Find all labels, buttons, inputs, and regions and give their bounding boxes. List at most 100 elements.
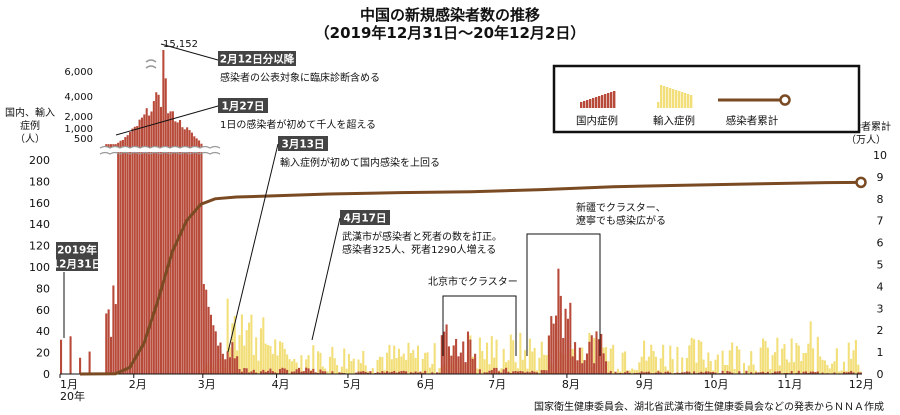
imported-bar bbox=[797, 345, 800, 374]
domestic-bar bbox=[555, 315, 558, 374]
inset-bar bbox=[138, 119, 141, 148]
domestic-bar bbox=[226, 351, 229, 374]
right-tick-label: 1 bbox=[877, 346, 884, 359]
domestic-bar bbox=[802, 371, 805, 374]
inset-tick-label: 2,000 bbox=[64, 112, 93, 123]
domestic-bar bbox=[512, 371, 515, 374]
annotation-text-xinjiang: 新疆でクラスター、 bbox=[576, 201, 666, 214]
domestic-bar bbox=[376, 372, 379, 374]
domestic-bar bbox=[845, 372, 848, 374]
right-tick-label: 4 bbox=[877, 280, 884, 293]
inset-bar bbox=[155, 92, 158, 148]
imported-bar bbox=[381, 357, 384, 374]
imported-bar bbox=[838, 371, 841, 374]
domestic-bar bbox=[447, 346, 450, 374]
domestic-bar bbox=[357, 371, 360, 374]
domestic-bar bbox=[290, 371, 293, 374]
imported-bar bbox=[248, 322, 251, 374]
imported-bar bbox=[709, 361, 712, 374]
imported-bar bbox=[831, 363, 834, 374]
legend-swatch-imported bbox=[684, 93, 687, 108]
imported-bar bbox=[821, 359, 824, 374]
legend-swatch-imported bbox=[675, 90, 678, 108]
left-tick-label: 140 bbox=[29, 218, 50, 231]
imported-bar bbox=[293, 358, 296, 374]
imported-bar bbox=[643, 340, 646, 374]
imported-bar bbox=[421, 359, 424, 374]
legend-swatch-imported bbox=[672, 89, 675, 108]
domestic-bar bbox=[412, 372, 415, 374]
imported-bar bbox=[816, 336, 819, 374]
right-axis-label: （万人） bbox=[846, 134, 886, 146]
imported-bar bbox=[352, 358, 355, 374]
imported-bar bbox=[274, 339, 277, 374]
imported-bar bbox=[250, 314, 253, 374]
domestic-bar bbox=[250, 371, 253, 374]
imported-bar bbox=[716, 354, 719, 374]
x-tick-label: 12月 bbox=[849, 378, 874, 391]
inset-bar bbox=[129, 131, 132, 148]
imported-bar bbox=[631, 368, 634, 374]
domestic-bar bbox=[409, 372, 412, 374]
imported-bar bbox=[785, 359, 788, 374]
domestic-bar bbox=[595, 331, 598, 374]
domestic-bar bbox=[402, 370, 405, 374]
domestic-bar bbox=[205, 289, 208, 374]
x-tick-label: 5月 bbox=[343, 378, 361, 391]
domestic-bar bbox=[121, 152, 124, 374]
legend-swatch-domestic bbox=[589, 99, 592, 108]
imported-bar bbox=[238, 335, 241, 374]
domestic-bar bbox=[666, 371, 669, 374]
imported-bar bbox=[243, 345, 246, 374]
imported-bar bbox=[802, 353, 805, 374]
domestic-bar bbox=[571, 356, 574, 374]
inset-bar bbox=[150, 111, 153, 148]
legend-swatch-imported bbox=[657, 102, 660, 108]
domestic-bar bbox=[181, 152, 184, 374]
imported-bar bbox=[366, 371, 370, 374]
domestic-bar bbox=[112, 285, 115, 374]
domestic-bar bbox=[593, 363, 596, 374]
imported-bar bbox=[752, 364, 755, 374]
imported-bar bbox=[671, 359, 674, 374]
domestic-bar bbox=[395, 372, 398, 374]
imported-bar bbox=[328, 356, 331, 374]
domestic-bar bbox=[455, 338, 458, 374]
domestic-bar bbox=[459, 352, 462, 374]
domestic-bar bbox=[364, 371, 367, 374]
domestic-bar bbox=[393, 370, 396, 374]
imported-bar bbox=[252, 355, 255, 374]
imported-bar bbox=[533, 347, 536, 374]
domestic-bar bbox=[590, 335, 593, 374]
domestic-bar bbox=[245, 368, 248, 374]
domestic-bar bbox=[240, 371, 243, 374]
inset-bar bbox=[186, 127, 189, 148]
imported-bar bbox=[769, 369, 772, 374]
legend-label-cumulative: 感染者累計 bbox=[726, 114, 779, 127]
imported-bar bbox=[659, 358, 662, 374]
imported-bar bbox=[633, 369, 636, 374]
domestic-bar bbox=[331, 371, 334, 374]
imported-bar bbox=[773, 352, 777, 374]
imported-bar bbox=[262, 317, 265, 374]
domestic-bar bbox=[362, 371, 365, 374]
imported-bar bbox=[257, 360, 260, 374]
domestic-bar bbox=[557, 268, 560, 374]
domestic-bar bbox=[397, 371, 401, 374]
domestic-bar bbox=[438, 372, 441, 374]
imported-bar bbox=[638, 362, 641, 374]
left-tick-label: 200 bbox=[29, 154, 50, 167]
domestic-bar bbox=[578, 347, 581, 374]
domestic-bar bbox=[271, 371, 274, 374]
domestic-bar bbox=[464, 362, 467, 374]
imported-bar bbox=[431, 363, 434, 374]
inset-bar bbox=[136, 126, 139, 148]
domestic-bar bbox=[126, 152, 129, 374]
imported-bar bbox=[693, 339, 696, 374]
domestic-bar bbox=[552, 323, 555, 374]
domestic-bar bbox=[514, 370, 517, 374]
imported-bar bbox=[509, 334, 512, 374]
imported-bar bbox=[493, 357, 496, 374]
left-axis-label: （人） bbox=[15, 133, 45, 145]
